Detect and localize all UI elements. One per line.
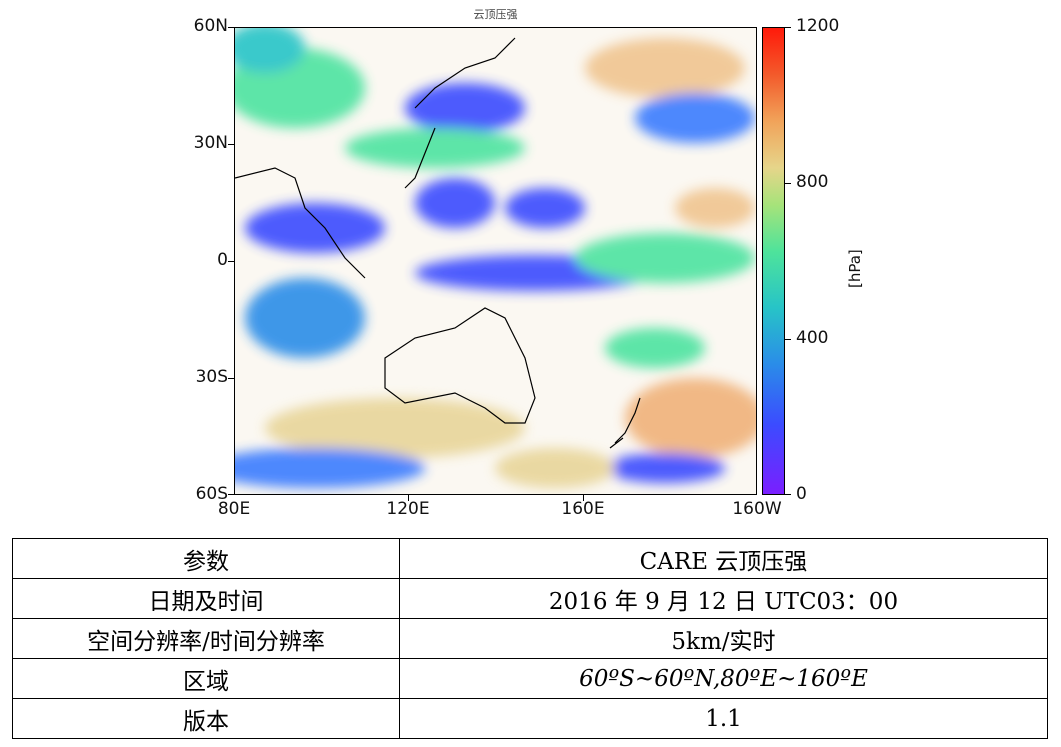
lon-tick-label: 160E bbox=[561, 499, 605, 519]
tick-mark bbox=[228, 494, 234, 495]
tick-mark bbox=[785, 27, 791, 28]
colorbar-unit-label: [hPa] bbox=[846, 249, 864, 288]
lat-tick-label: 30N bbox=[193, 133, 228, 153]
new-zealand-coastline bbox=[609, 397, 641, 449]
table-value: 5km/实时 bbox=[399, 618, 1048, 659]
lon-tick-label: 80E bbox=[217, 499, 251, 519]
table-row: 参数 CARE 云顶压强 bbox=[12, 538, 1048, 579]
tick-mark bbox=[408, 495, 409, 501]
metadata-table: 参数 CARE 云顶压强 日期及时间 2016 年 9 月 12 日 UTC03：0… bbox=[12, 538, 1048, 739]
table-value: 1.1 bbox=[399, 698, 1048, 739]
colorbar-tick-label: 0 bbox=[796, 484, 807, 504]
tick-mark bbox=[228, 144, 234, 145]
tick-mark bbox=[228, 378, 234, 379]
table-row: 空间分辨率/时间分辨率 5km/实时 bbox=[12, 618, 1048, 659]
table-value: 2016 年 9 月 12 日 UTC03：00 bbox=[399, 578, 1048, 619]
lat-tick-label: 0 bbox=[217, 250, 228, 270]
tick-mark bbox=[785, 494, 791, 495]
tick-mark bbox=[785, 183, 791, 184]
lat-tick-label: 60N bbox=[193, 16, 228, 36]
tick-mark bbox=[228, 261, 234, 262]
table-row: 日期及时间 2016 年 9 月 12 日 UTC03：00 bbox=[12, 578, 1048, 619]
tick-mark bbox=[583, 495, 584, 501]
lat-tick-label: 30S bbox=[195, 367, 228, 387]
table-row: 区域 60ºS~60ºN,80ºE~160ºE bbox=[12, 658, 1048, 699]
colorbar-tick-label: 1200 bbox=[796, 16, 840, 36]
tick-mark bbox=[785, 339, 791, 340]
colorbar-tick-label: 800 bbox=[796, 172, 829, 192]
lat-tick-label: 60S bbox=[195, 484, 228, 504]
table-row: 版本 1.1 bbox=[12, 698, 1048, 739]
colorbar-tick-label: 400 bbox=[796, 328, 829, 348]
map-title: 云顶压强 bbox=[473, 8, 518, 21]
table-key: 空间分辨率/时间分辨率 bbox=[12, 618, 400, 659]
cloud-top-pressure-map bbox=[234, 27, 757, 495]
table-key: 版本 bbox=[12, 698, 400, 739]
table-key: 区域 bbox=[12, 658, 400, 699]
lon-tick-label: 120E bbox=[386, 499, 430, 519]
map-canvas bbox=[235, 28, 756, 488]
table-value: 60ºS~60ºN,80ºE~160ºE bbox=[399, 658, 1048, 699]
table-key: 日期及时间 bbox=[12, 578, 400, 619]
colorbar bbox=[762, 27, 785, 495]
table-value: CARE 云顶压强 bbox=[399, 538, 1048, 579]
lon-tick-label: 160W bbox=[732, 499, 782, 519]
asia-coastline bbox=[235, 37, 516, 279]
table-key: 参数 bbox=[12, 538, 400, 579]
tick-mark bbox=[228, 27, 234, 28]
australia-coastline bbox=[384, 307, 536, 424]
